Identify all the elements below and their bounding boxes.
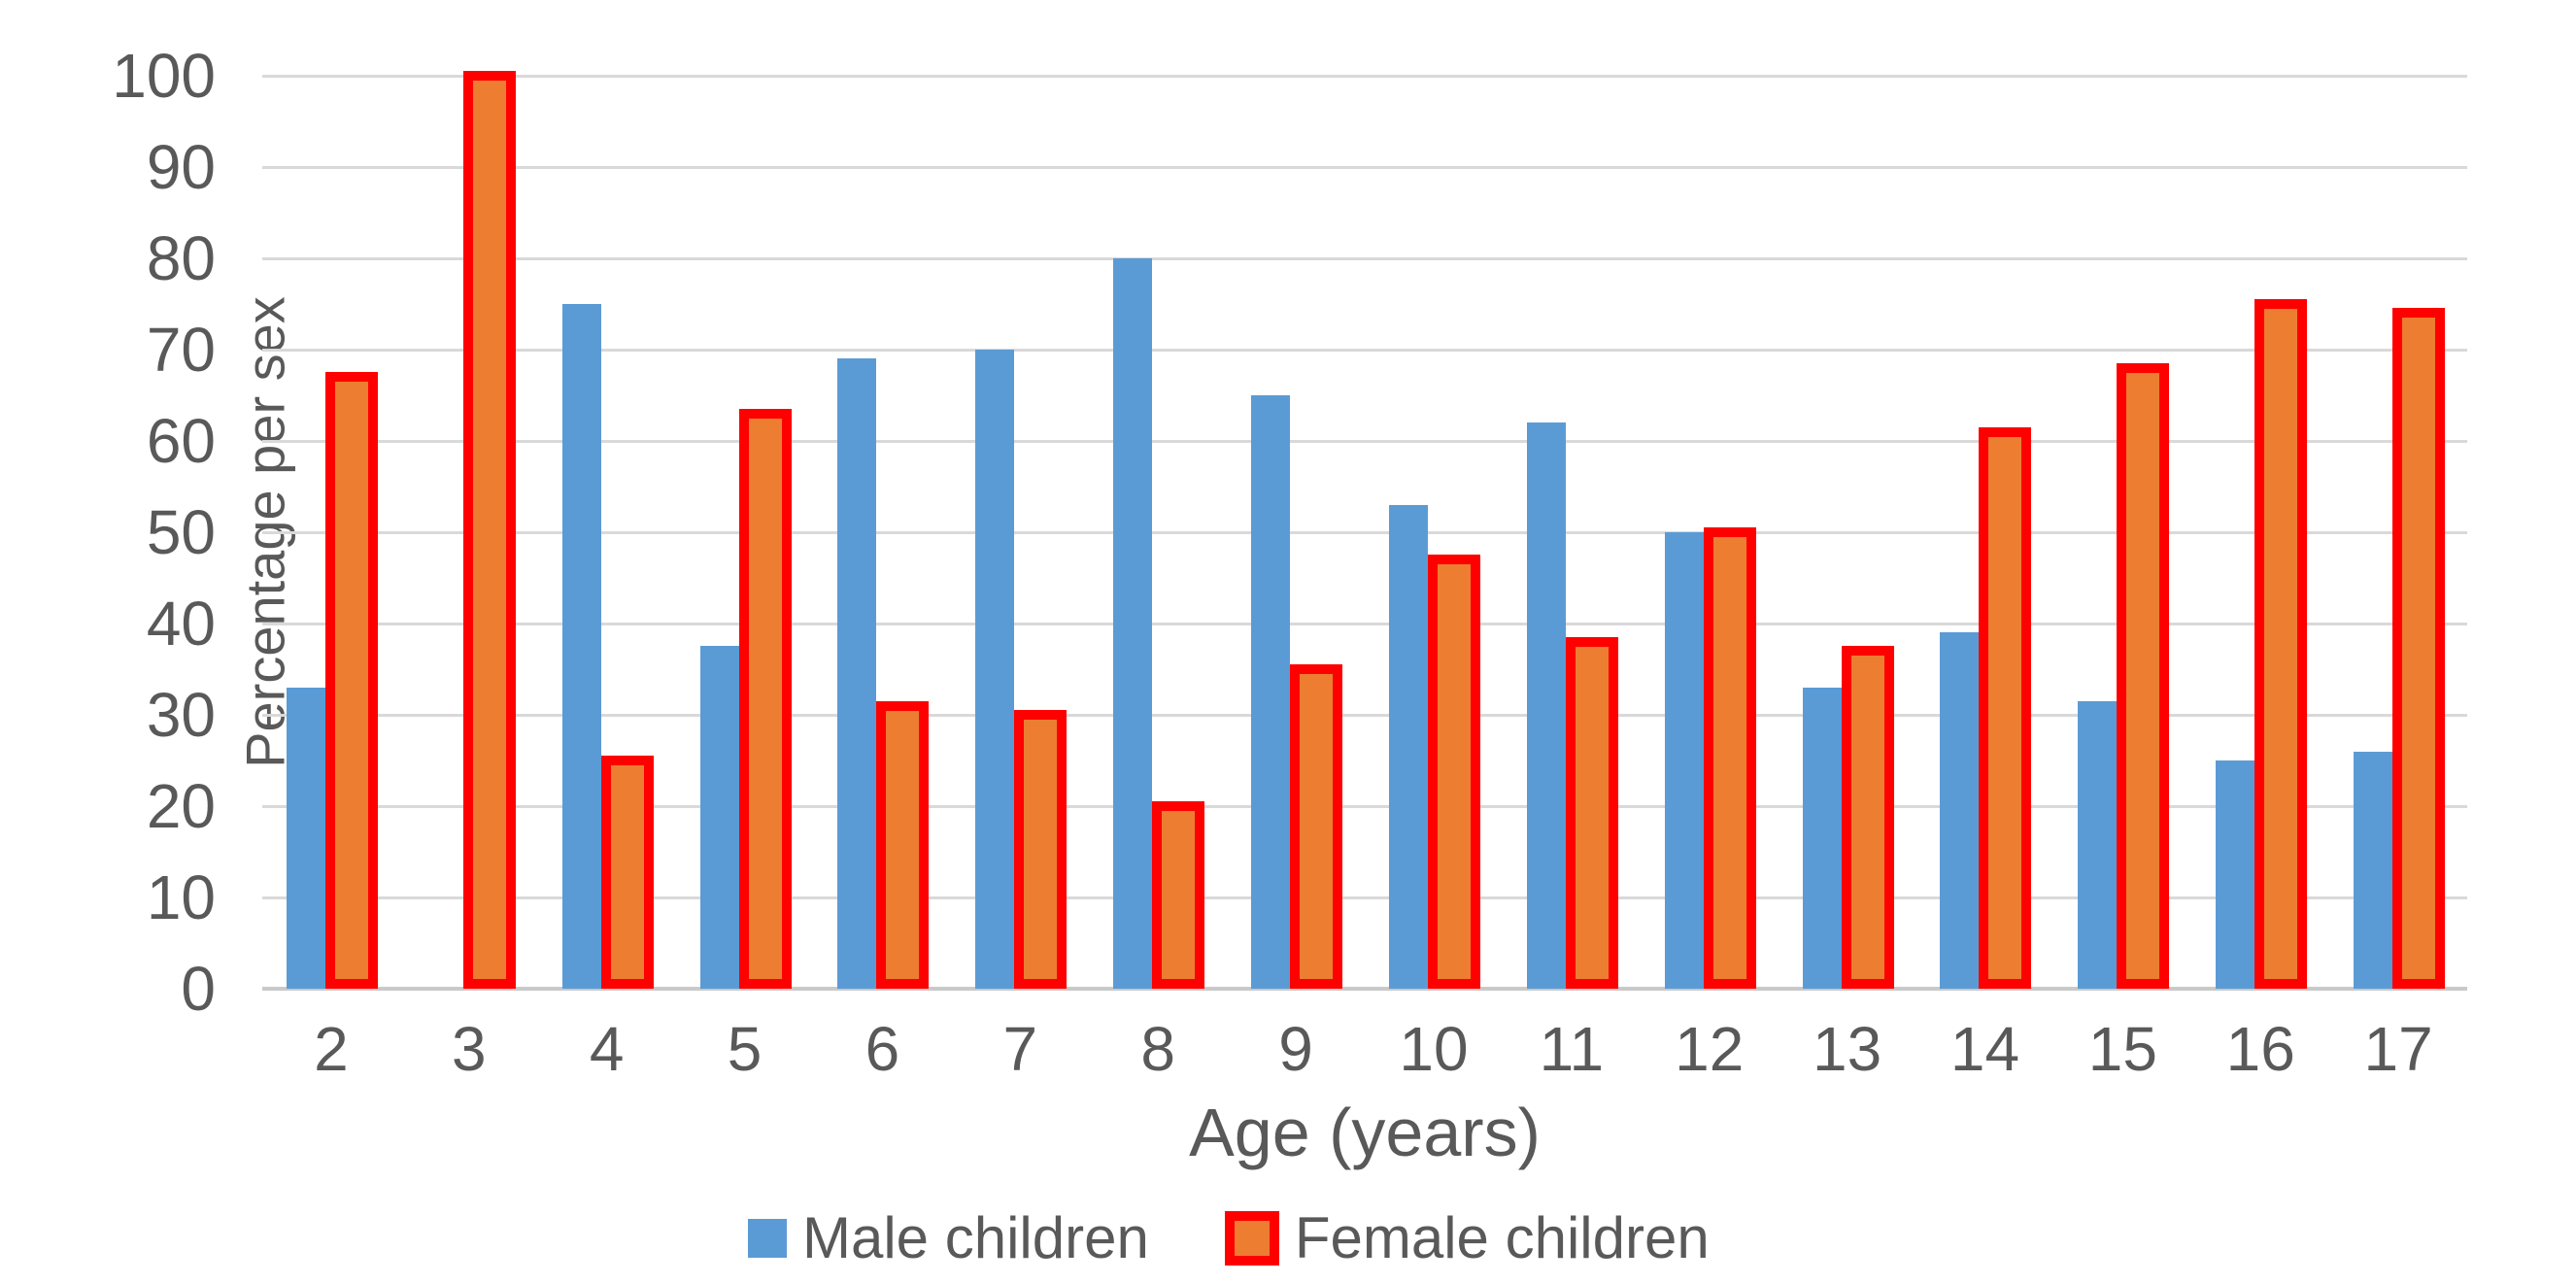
bar-female-age-3 [462,71,516,989]
gridline-60 [262,439,2467,443]
x-tick-label-2: 2 [314,1014,349,1084]
bar-female-age-6 [876,701,930,989]
gridline-40 [262,622,2467,625]
gridline-70 [262,348,2467,352]
x-tick-label-12: 12 [1675,1014,1745,1084]
y-tick-label-90: 90 [146,132,216,202]
bar-male-age-16 [2216,760,2255,989]
female-series-swatch-icon [1224,1211,1279,1266]
x-tick-label-15: 15 [2087,1014,2157,1084]
y-tick-label-40: 40 [146,589,216,658]
legend-label-male: Male children [802,1205,1149,1270]
x-tick-label-6: 6 [864,1014,900,1084]
legend-item-male: Male children [748,1209,1149,1267]
gridline-80 [262,256,2467,260]
y-tick-label-100: 100 [112,41,216,111]
bar-male-age-10 [1388,505,1428,989]
x-tick-label-3: 3 [452,1014,487,1084]
legend-item-female: Female children [1224,1205,1710,1270]
bar-male-age-11 [1526,422,1566,989]
bar-male-age-14 [1940,632,1980,989]
x-tick-label-13: 13 [1812,1014,1882,1084]
gridline-90 [262,165,2467,169]
x-tick-label-9: 9 [1278,1014,1313,1084]
bar-female-age-10 [1427,555,1480,989]
x-tick-label-10: 10 [1399,1014,1469,1084]
bar-male-age-13 [1802,688,1842,989]
y-tick-label-20: 20 [146,771,216,841]
bar-female-age-12 [1703,527,1756,989]
gridline-50 [262,530,2467,534]
male-series-swatch-icon [748,1219,787,1258]
bar-female-age-8 [1152,801,1205,989]
x-tick-label-11: 11 [1539,1014,1605,1084]
x-tick-label-4: 4 [589,1014,625,1084]
y-tick-label-30: 30 [146,680,216,750]
bar-female-age-4 [600,756,654,989]
gridline-10 [262,895,2467,899]
y-tick-label-0: 0 [181,954,216,1024]
bar-male-age-9 [1251,395,1291,989]
bar-female-age-13 [1841,646,1894,989]
bar-male-age-6 [837,358,877,989]
bar-female-age-14 [1979,427,2032,989]
x-axis-line [262,987,2467,991]
bar-female-age-5 [738,409,792,989]
bar-male-age-12 [1664,532,1704,989]
bar-male-age-2 [286,688,325,989]
x-axis-title: Age (years) [1189,1095,1541,1170]
bar-male-age-17 [2354,752,2393,989]
bar-female-age-2 [324,372,378,989]
legend-label-female: Female children [1294,1205,1710,1270]
y-tick-label-70: 70 [146,315,216,385]
y-tick-label-60: 60 [146,406,216,476]
bar-female-age-16 [2254,299,2308,989]
x-tick-label-5: 5 [727,1014,763,1084]
y-tick-label-10: 10 [146,862,216,932]
bar-male-age-8 [1113,258,1153,989]
bar-female-age-7 [1014,710,1068,989]
bar-female-age-9 [1290,664,1343,989]
bar-male-age-5 [699,646,739,989]
bar-female-age-15 [2117,363,2170,989]
y-tick-label-80: 80 [146,223,216,293]
gridline-100 [262,74,2467,78]
bar-male-age-4 [561,304,601,989]
y-tick-label-50: 50 [146,497,216,567]
bar-male-age-15 [2078,701,2118,989]
x-tick-label-14: 14 [1949,1014,2020,1084]
x-tick-label-7: 7 [1002,1014,1038,1084]
bar-female-age-11 [1565,637,1618,989]
plot-area [262,71,2467,991]
legend: Male children Female children [748,1209,1710,1267]
x-tick-label-16: 16 [2225,1014,2295,1084]
bar-male-age-7 [975,350,1015,989]
x-tick-label-17: 17 [2363,1014,2433,1084]
gridline-20 [262,804,2467,808]
x-tick-label-8: 8 [1140,1014,1175,1084]
gridline-30 [262,713,2467,717]
bar-female-age-17 [2392,308,2446,989]
